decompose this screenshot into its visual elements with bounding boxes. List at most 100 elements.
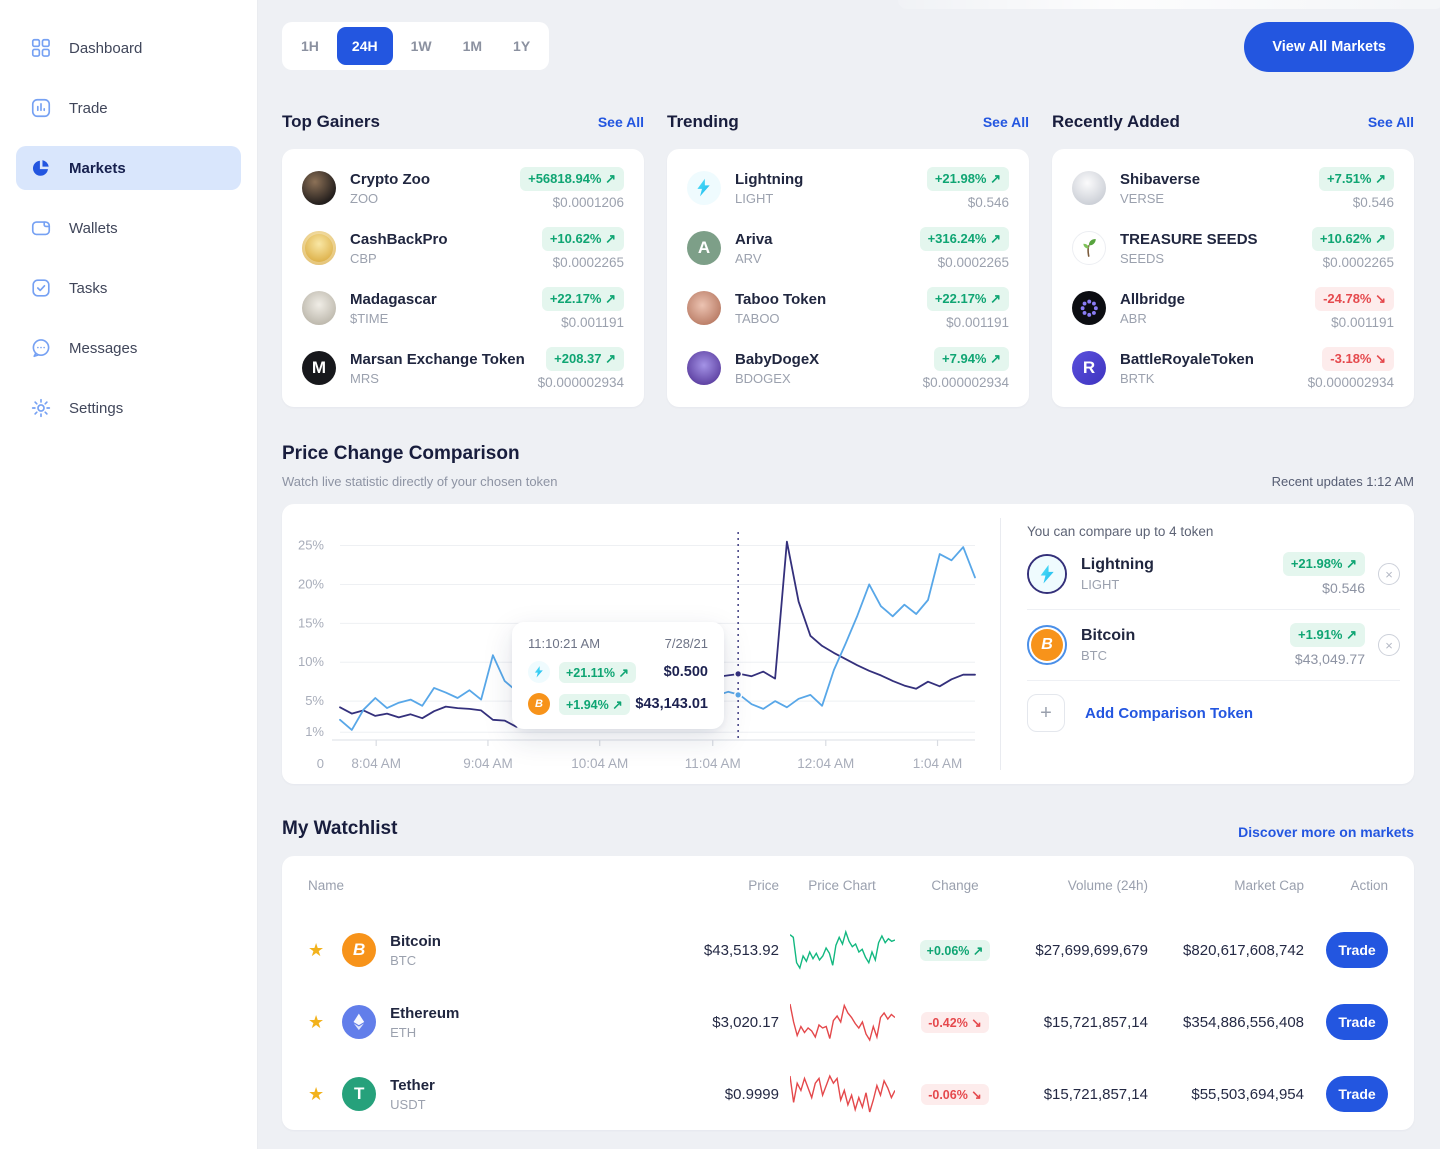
token-price: $0.000002934 xyxy=(922,374,1009,390)
token-symbol: BRTK xyxy=(1120,370,1155,386)
light-tooltip-icon xyxy=(528,661,550,683)
token-row-madagascar[interactable]: Madagascar $TIME +22.17% ↗ $0.001191 xyxy=(302,278,624,338)
token-name: Tether xyxy=(390,1076,435,1094)
trade-button[interactable]: Trade xyxy=(1326,932,1388,968)
token-name: CashBackPro xyxy=(350,230,448,248)
plus-icon: + xyxy=(1027,694,1065,732)
watchlist-header: My Watchlist Discover more on markets xyxy=(282,818,1414,840)
watchlist-row-tether[interactable]: ★ T Tether USDT $0.9999 -0.06% ↘ $15,721,857,1… xyxy=(308,1058,1388,1130)
sidebar-item-tasks[interactable]: Tasks xyxy=(16,266,241,310)
sidebar-item-settings[interactable]: Settings xyxy=(16,386,241,430)
time-range-24h[interactable]: 24H xyxy=(336,27,393,65)
compare-token-price: $43,049.77 xyxy=(1294,651,1365,667)
remove-token-button[interactable]: × xyxy=(1378,634,1400,656)
sidebar-item-dashboard[interactable]: Dashboard xyxy=(16,26,241,70)
sidebar-item-trade[interactable]: Trade xyxy=(16,86,241,130)
compare-token-name: Lightning xyxy=(1081,556,1154,573)
token-change: +0.06% ↗ xyxy=(905,939,1005,961)
lightning-icon xyxy=(1029,556,1065,592)
ariva-icon: A xyxy=(687,231,721,265)
tooltip-row: B +1.94% ↗ $43,143.01 xyxy=(528,693,708,715)
token-lists: Top Gainers See All Crypto Zoo ZOO +56818.94… xyxy=(282,112,1414,407)
discover-more-link[interactable]: Discover more on markets xyxy=(1238,824,1414,840)
wallets-icon xyxy=(30,217,52,239)
token-row-allbridge[interactable]: Allbridge ABR -24.78% ↘ $0.001191 xyxy=(1072,278,1394,338)
sidebar-item-markets[interactable]: Markets xyxy=(16,146,241,190)
column-header-change: Change xyxy=(931,877,979,893)
trade-button[interactable]: Trade xyxy=(1326,1076,1388,1112)
marsan-exchange-token-icon: M xyxy=(302,351,336,385)
column-header-name: Name xyxy=(308,877,345,893)
token-row-lightning[interactable]: Lightning LIGHT +21.98% ↗ $0.546 xyxy=(687,158,1009,218)
view-all-markets-button[interactable]: View All Markets xyxy=(1244,22,1414,72)
token-row-battleroyaletoken[interactable]: R BattleRoyaleToken BRTK -3.18% ↘ $0.0000029… xyxy=(1072,338,1394,398)
see-all-link[interactable]: See All xyxy=(982,114,1029,130)
token-row-taboo-token[interactable]: Taboo Token TABOO +22.17% ↗ $0.001191 xyxy=(687,278,1009,338)
token-stats: +10.62% ↗ $0.0002265 xyxy=(541,226,624,270)
recent-updates-label: Recent updates 1:12 AM xyxy=(1271,474,1414,489)
compare-token-price: $0.546 xyxy=(1322,580,1365,596)
bitcoin-icon: B xyxy=(1031,629,1063,661)
token-row-treasure-seeds[interactable]: TREASURE SEEDS SEEDS +10.62% ↗ $0.0002265 xyxy=(1072,218,1394,278)
token-info: Taboo Token TABOO xyxy=(735,291,919,326)
token-info: Allbridge ABR xyxy=(1120,291,1307,326)
token-symbol: CBP xyxy=(350,250,377,266)
token-price: $0.9999 xyxy=(724,1085,779,1103)
token-stats: +7.94% ↗ $0.000002934 xyxy=(922,346,1009,390)
add-comparison-token-button[interactable]: + Add Comparison Token xyxy=(1027,681,1400,745)
token-row-ariva[interactable]: A Ariva ARV +316.24% ↗ $0.0002265 xyxy=(687,218,1009,278)
time-range-1w[interactable]: 1W xyxy=(398,27,445,65)
settings-icon xyxy=(30,397,52,419)
sidebar-item-label: Trade xyxy=(69,99,108,117)
trade-button[interactable]: Trade xyxy=(1326,1004,1388,1040)
favorite-star-icon[interactable]: ★ xyxy=(308,1011,325,1032)
comparison-chart[interactable]: 25% 20% 15% 10% 5% 1% 0 8:04 AM 9:04 AM 10:04 AM 1… xyxy=(282,504,1000,784)
change-badge: +7.94% ↗ xyxy=(934,346,1009,371)
taboo-token-icon xyxy=(687,291,721,325)
token-list-recently-added: Recently Added See All Shibaverse VERSE +7.5… xyxy=(1052,112,1414,407)
price-sparkline xyxy=(779,928,905,972)
compare-token-symbol: LIGHT xyxy=(1081,577,1120,592)
tooltip-value: $0.500 xyxy=(663,664,708,680)
svg-text:9:04 AM: 9:04 AM xyxy=(463,756,513,771)
token-row-marsan-exchange-token[interactable]: M Marsan Exchange Token MRS +208.37 ↗ $0.000… xyxy=(302,338,624,398)
token-row-cashbackpro[interactable]: CashBackPro CBP +10.62% ↗ $0.0002265 xyxy=(302,218,624,278)
remove-token-button[interactable]: × xyxy=(1378,563,1400,585)
favorite-star-icon[interactable]: ★ xyxy=(308,1083,325,1104)
token-price: $0.001191 xyxy=(561,314,624,330)
token-info: CashBackPro CBP xyxy=(350,231,534,266)
watchlist-row-ethereum[interactable]: ★ Ethereum ETH $3,020.17 -0.42% ↘ $15,721,857… xyxy=(308,986,1388,1058)
time-range-1y[interactable]: 1Y xyxy=(500,27,543,65)
compare-hint: You can compare up to 4 token xyxy=(1027,524,1214,539)
token-name: BabyDogeX xyxy=(735,350,820,368)
token-name: Lightning xyxy=(735,170,804,188)
time-range-1m[interactable]: 1M xyxy=(450,27,495,65)
token-symbol: LIGHT xyxy=(735,190,774,206)
token-symbol: SEEDS xyxy=(1120,250,1165,266)
token-row-crypto-zoo[interactable]: Crypto Zoo ZOO +56818.94% ↗ $0.0001206 xyxy=(302,158,624,218)
token-price: $0.001191 xyxy=(1331,314,1394,330)
favorite-star-icon[interactable]: ★ xyxy=(308,939,325,960)
comparison-header: Price Change Comparison Watch live stati… xyxy=(282,443,1414,489)
lightning-icon xyxy=(687,171,721,205)
price-sparkline xyxy=(779,1072,905,1116)
watchlist-row-bitcoin[interactable]: ★ B Bitcoin BTC $43,513.92 +0.06% ↗ $27,699,69… xyxy=(308,914,1388,986)
token-info: Lightning LIGHT xyxy=(735,171,919,206)
see-all-link[interactable]: See All xyxy=(1367,114,1414,130)
change-badge: +0.06% ↗ xyxy=(919,939,991,961)
sidebar-item-wallets[interactable]: Wallets xyxy=(16,206,241,250)
token-row-babydogex[interactable]: BabyDogeX BDOGEX +7.94% ↗ $0.000002934 xyxy=(687,338,1009,398)
watchlist-token-cell: ★ B Bitcoin BTC xyxy=(308,933,638,968)
change-badge: +21.98% ↗ xyxy=(1282,552,1365,576)
see-all-link[interactable]: See All xyxy=(597,114,644,130)
token-info: Tether USDT xyxy=(390,1077,638,1112)
sidebar-item-messages[interactable]: Messages xyxy=(16,326,241,370)
crypto-zoo-icon xyxy=(302,171,336,205)
token-symbol: ZOO xyxy=(350,190,379,206)
token-row-shibaverse[interactable]: Shibaverse VERSE +7.51% ↗ $0.546 xyxy=(1072,158,1394,218)
token-market-cap: $820,617,608,742 xyxy=(1183,941,1304,959)
time-range-1h[interactable]: 1H xyxy=(288,27,332,65)
token-symbol: USDT xyxy=(390,1096,426,1112)
compare-token-bitcoin: B Bitcoin BTC +1.91% ↗ $43,049.77 × xyxy=(1027,610,1400,681)
